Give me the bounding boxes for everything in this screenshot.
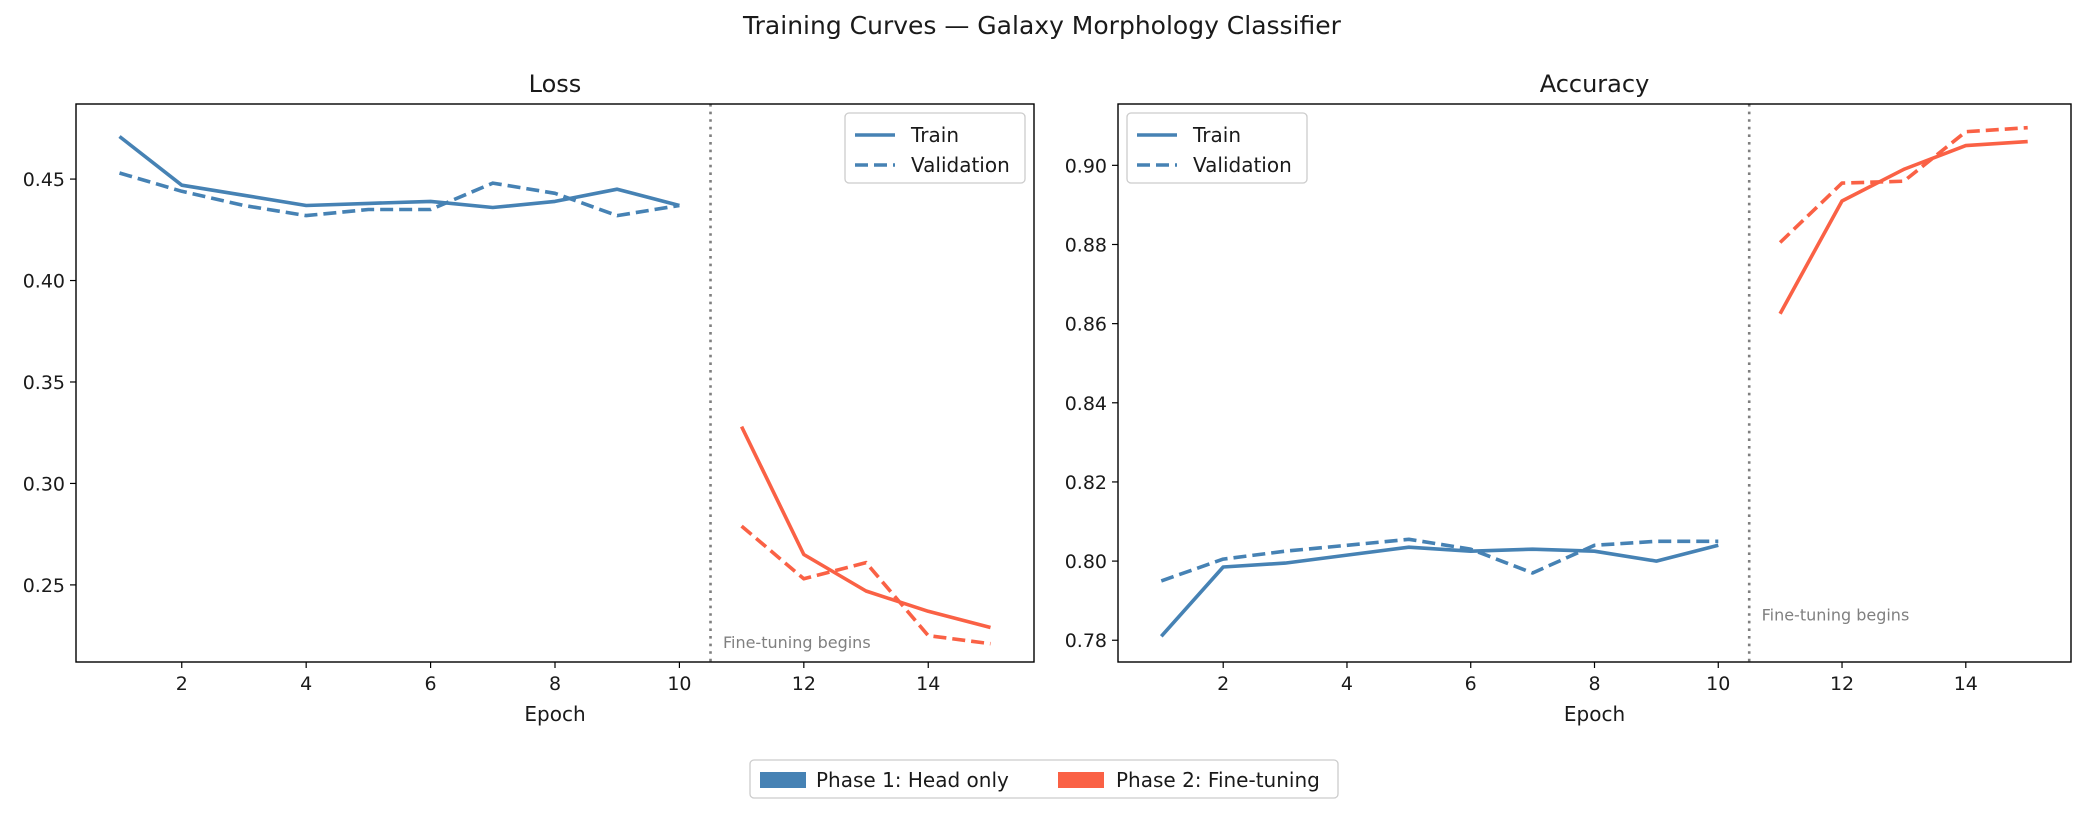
y-tick-label: 0.35 — [23, 372, 65, 394]
y-tick-label: 0.82 — [1065, 472, 1107, 494]
phase-legend-swatch-2 — [1058, 772, 1104, 788]
phase-legend: Phase 1: Head only Phase 2: Fine-tuning — [749, 759, 1339, 799]
x-tick-label: 8 — [1588, 673, 1600, 695]
axes-frame — [1117, 103, 2072, 663]
phase-legend-swatch-1 — [760, 772, 806, 788]
x-axis-label: Epoch — [524, 702, 585, 726]
phase1-train-line — [1159, 543, 1719, 638]
legend-label: Train — [910, 123, 959, 147]
phase-legend-label-2: Phase 2: Fine-tuning — [1116, 768, 1320, 792]
loss-panel: Loss 2 4 6 8 10 12 14 0.25 0.30 0.35 0.40 0.45 Epoch F… — [23, 70, 1035, 726]
phase2-validation-line — [1778, 125, 2028, 244]
phase2-train-line — [739, 425, 991, 630]
x-tick-label: 10 — [1706, 673, 1730, 695]
y-tick-label: 0.40 — [23, 271, 65, 293]
y-tick-label: 0.84 — [1065, 393, 1107, 415]
phase2-validation-line — [740, 524, 991, 646]
plot-area: Fine-tuning begins — [118, 104, 991, 662]
phase-legend-box — [749, 759, 1339, 799]
x-tick-label: 4 — [300, 673, 312, 695]
y-tick-label: 0.78 — [1065, 630, 1107, 652]
panel-title: Loss — [529, 70, 582, 98]
accuracy-panel: Accuracy 2 4 6 8 10 12 14 0.78 0.80 0.82 0.84 0.86 0.… — [1065, 70, 2072, 726]
x-axis-label: Epoch — [1564, 702, 1625, 726]
fine-tuning-annotation: Fine-tuning begins — [1762, 605, 1910, 624]
y-tick-label: 0.25 — [23, 575, 65, 597]
y-tick-label: 0.80 — [1065, 551, 1107, 573]
phase-legend-label-1: Phase 1: Head only — [816, 768, 1009, 792]
legend-label: Train — [1192, 123, 1241, 147]
legend-box — [844, 112, 1026, 184]
x-tick-label: 12 — [1830, 673, 1854, 695]
phase1-train-line — [118, 135, 680, 210]
phase2-train-line — [1778, 139, 2028, 315]
y-tick-label: 0.90 — [1065, 155, 1107, 177]
phase1-validation-line — [118, 171, 680, 218]
y-tick-label: 0.88 — [1065, 234, 1107, 256]
y-tick-label: 0.30 — [23, 473, 65, 495]
panel-title: Accuracy — [1540, 70, 1650, 98]
series-legend: Train Validation — [844, 112, 1026, 184]
x-tick-label: 4 — [1341, 673, 1353, 695]
x-tick-label: 6 — [425, 673, 437, 695]
x-tick-label: 10 — [667, 673, 691, 695]
legend-label: Validation — [911, 153, 1010, 177]
y-tick-label: 0.45 — [23, 169, 65, 191]
x-tick-label: 12 — [792, 673, 816, 695]
x-tick-label: 8 — [549, 673, 561, 695]
x-tick-label: 2 — [1217, 673, 1229, 695]
plot-area: Fine-tuning begins — [1159, 104, 2028, 662]
x-tick-label: 14 — [1954, 673, 1978, 695]
phase1-validation-line — [1160, 537, 1719, 583]
y-tick-label: 0.86 — [1065, 314, 1107, 336]
x-tick-label: 2 — [176, 673, 188, 695]
x-tick-label: 14 — [916, 673, 940, 695]
legend-box — [1126, 112, 1308, 184]
figure-title: Training Curves — Galaxy Morphology Clas… — [742, 11, 1342, 40]
fine-tuning-annotation: Fine-tuning begins — [723, 633, 871, 652]
series-legend: Train Validation — [1126, 112, 1308, 184]
axes-frame — [75, 103, 1035, 663]
legend-label: Validation — [1193, 153, 1292, 177]
x-tick-label: 6 — [1465, 673, 1477, 695]
